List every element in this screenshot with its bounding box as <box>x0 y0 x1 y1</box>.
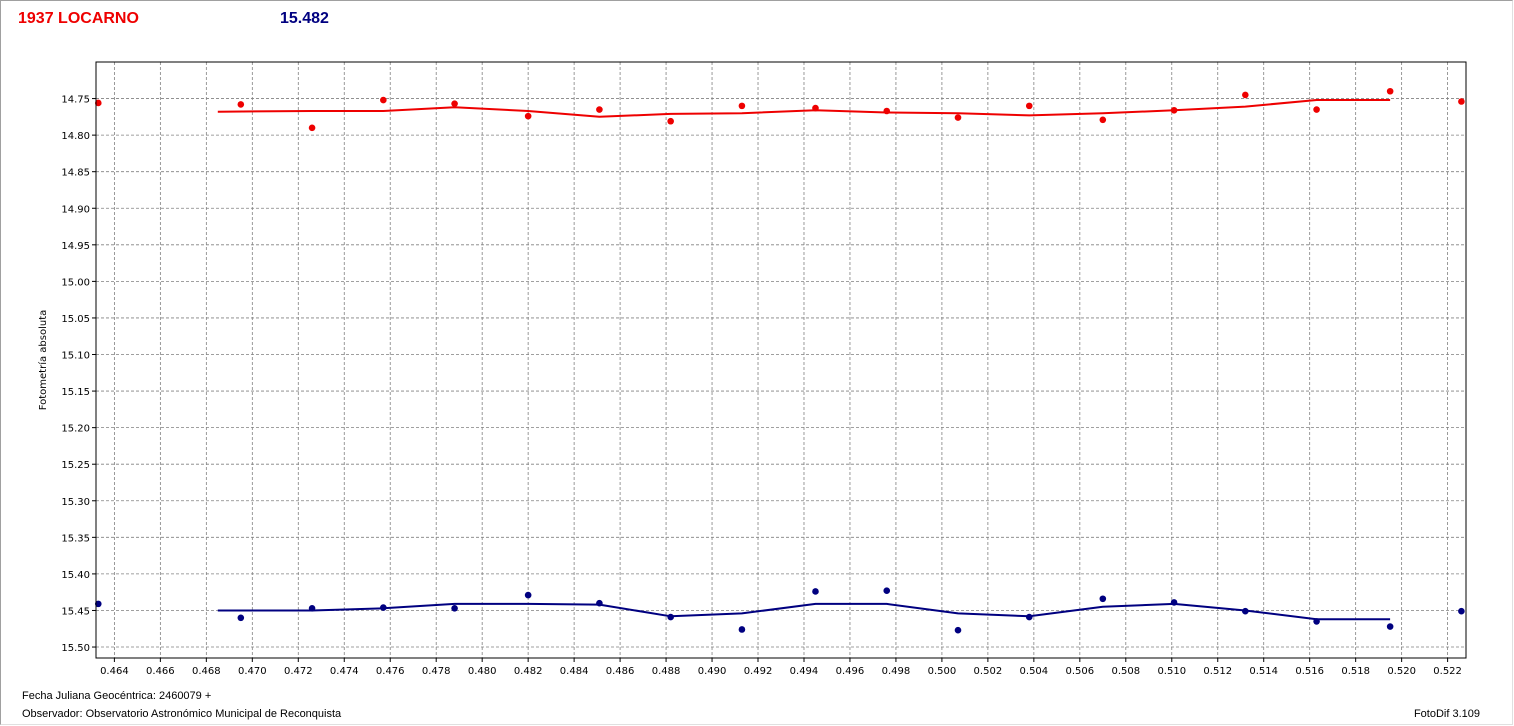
series-2-point <box>237 614 245 622</box>
series-2-point <box>1386 623 1394 630</box>
series-1-point <box>812 104 819 112</box>
x-tick-label: 0.474 <box>330 666 359 677</box>
series-2-point <box>596 599 603 607</box>
series-1-point <box>1242 91 1249 99</box>
y-axis-ticks: 14.75 14.80 14.85 14.90 14.95 15.00 15.05 15.10… <box>61 95 96 654</box>
x-tick-label: 0.488 <box>652 666 681 677</box>
series-2-point <box>738 626 746 633</box>
series-2-point <box>1170 599 1178 606</box>
series-2-point <box>1099 595 1107 603</box>
series-1-point <box>596 106 603 113</box>
series-1-point <box>1025 102 1033 110</box>
series-2-point <box>451 604 458 612</box>
x-tick-label: 0.510 <box>1157 666 1186 677</box>
series-1-point <box>94 99 102 107</box>
series-2-point <box>1025 613 1033 621</box>
x-tick-label: 0.484 <box>560 666 589 677</box>
y-tick-label: 14.90 <box>61 204 90 215</box>
x-tick-label: 0.522 <box>1433 666 1462 677</box>
object-name: 1937 LOCARNO <box>18 10 139 27</box>
x-tick-label: 0.480 <box>468 666 497 677</box>
x-tick-label: 0.482 <box>514 666 543 677</box>
x-tick-label: 0.514 <box>1249 666 1278 677</box>
y-tick-label: 15.35 <box>61 533 90 544</box>
y-tick-label: 14.85 <box>61 168 90 179</box>
series-1-point <box>237 101 245 108</box>
x-tick-label: 0.478 <box>422 666 451 677</box>
y-tick-label: 14.95 <box>61 241 90 252</box>
series-2-point <box>1458 607 1465 615</box>
series-1-point <box>667 117 674 125</box>
series-2-point <box>524 591 532 599</box>
x-tick-label: 0.464 <box>100 666 129 677</box>
x-tick-label: 0.500 <box>928 666 957 677</box>
y-axis-label: Fotometría absoluta <box>37 310 49 411</box>
series-2-point <box>812 588 819 595</box>
series-1-point <box>524 112 532 120</box>
x-tick-label: 0.516 <box>1295 666 1324 677</box>
x-tick-label: 0.476 <box>376 666 405 677</box>
x-tick-label: 0.470 <box>238 666 267 677</box>
y-tick-label: 15.30 <box>61 497 90 508</box>
y-tick-label: 14.80 <box>61 131 90 142</box>
x-tick-label: 0.506 <box>1066 666 1095 677</box>
series-1-point <box>1099 116 1107 124</box>
x-tick-label: 0.494 <box>790 666 819 677</box>
series-1-point <box>1458 98 1465 105</box>
x-tick-label: 0.466 <box>146 666 175 677</box>
series-2-point <box>954 626 962 634</box>
series-1-point <box>308 124 316 132</box>
x-tick-label: 0.498 <box>882 666 911 677</box>
y-tick-label: 15.10 <box>61 351 90 362</box>
x-tick-label: 0.472 <box>284 666 313 677</box>
chart-grid <box>96 62 1466 658</box>
series-2-point <box>1313 618 1320 625</box>
x-tick-label: 0.512 <box>1203 666 1232 677</box>
x-tick-label: 0.502 <box>974 666 1003 677</box>
y-tick-label: 15.45 <box>61 606 90 617</box>
series-2-point <box>308 604 316 612</box>
x-tick-label: 0.486 <box>606 666 635 677</box>
y-tick-label: 15.20 <box>61 424 90 435</box>
y-tick-label: 14.75 <box>61 95 90 106</box>
series-2-point <box>380 604 387 611</box>
y-tick-label: 15.50 <box>61 643 90 654</box>
x-tick-label: 0.496 <box>836 666 865 677</box>
series-1-point <box>1170 106 1178 114</box>
x-tick-label: 0.508 <box>1111 666 1140 677</box>
x-tick-label: 0.518 <box>1341 666 1370 677</box>
series-1-point <box>1386 87 1394 95</box>
x-tick-label: 0.504 <box>1020 666 1049 677</box>
series-2-fit-line <box>217 602 1391 621</box>
data-points <box>94 87 1465 634</box>
x-tick-label: 0.468 <box>192 666 221 677</box>
series-1-point <box>1313 106 1320 113</box>
software-version: FotoDif 3.109 <box>1413 708 1480 720</box>
y-tick-label: 15.05 <box>61 314 90 325</box>
julian-date-label: Fecha Juliana Geocéntrica: 2460079 + <box>22 690 212 702</box>
x-tick-label: 0.520 <box>1387 666 1416 677</box>
reference-value: 15.482 <box>280 10 329 27</box>
y-tick-label: 15.40 <box>61 570 90 581</box>
x-axis-ticks: 0.464 0.466 0.468 0.470 0.472 0.474 0.476 0.478… <box>100 658 1462 677</box>
series-1-point <box>883 107 891 115</box>
plot-area-border <box>95 61 1467 659</box>
series-1-point <box>451 100 458 107</box>
observer-label: Observador: Observatorio Astronómico Mun… <box>22 708 342 720</box>
series-1-point <box>738 102 746 110</box>
y-tick-label: 15.25 <box>61 460 90 471</box>
series-2-point <box>1242 607 1249 615</box>
series-2-point <box>667 613 674 621</box>
y-tick-label: 15.00 <box>61 277 90 288</box>
series-1-point <box>954 114 962 121</box>
x-tick-label: 0.490 <box>698 666 727 677</box>
series-1-point <box>380 96 387 104</box>
series-2-point <box>883 587 891 595</box>
series-2-point <box>94 600 102 608</box>
y-tick-label: 15.15 <box>61 387 90 398</box>
x-tick-label: 0.492 <box>744 666 773 677</box>
